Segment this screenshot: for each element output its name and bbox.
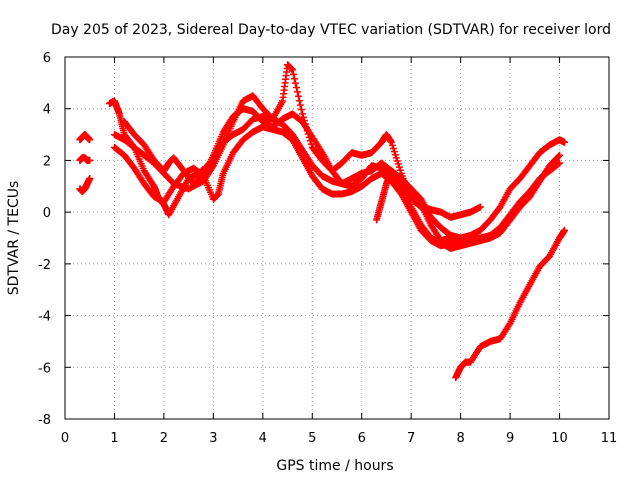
data-point: [388, 141, 396, 149]
data-point: [307, 140, 315, 148]
series-arc-5: [373, 167, 475, 242]
series-arc-early-a: [76, 131, 94, 144]
data-point: [289, 70, 297, 78]
data-point: [86, 156, 94, 164]
data-point: [505, 321, 513, 329]
data-point: [297, 105, 305, 113]
data-point: [560, 138, 568, 146]
series-arc-6: [452, 226, 568, 382]
y-tick-label: 4: [43, 103, 51, 118]
data-point: [555, 160, 563, 168]
y-tick-label: 2: [43, 154, 51, 169]
data-point: [556, 159, 564, 167]
x-tick-label: 9: [506, 431, 514, 446]
data-point: [392, 154, 400, 162]
data-point: [395, 163, 403, 171]
axis-ticks: 0 1 2 3 4 5 6 7 8 9 10 11 -8 -6 -4 -2 0 2 4 6: [38, 51, 617, 446]
series-arc-early-b: [76, 154, 94, 164]
y-axis-label: SDTVAR / TECUs: [6, 181, 22, 296]
data-point: [86, 175, 94, 183]
data-point: [296, 101, 304, 109]
x-tick-label: 10: [551, 431, 568, 446]
series-arc-4: [120, 105, 568, 245]
data-point: [555, 152, 563, 160]
data-series: [76, 61, 568, 382]
series-arc-early-c: [76, 175, 94, 195]
data-point: [387, 138, 395, 146]
data-point: [288, 66, 296, 74]
data-point: [467, 234, 475, 242]
x-tick-label: 1: [110, 431, 118, 446]
data-point: [290, 75, 298, 83]
x-tick-label: 4: [259, 431, 267, 446]
x-tick-label: 7: [407, 431, 415, 446]
x-tick-label: 2: [160, 431, 168, 446]
x-tick-label: 8: [456, 431, 464, 446]
data-point: [389, 145, 397, 153]
y-tick-label: 0: [43, 206, 51, 221]
x-axis-label: GPS time / hours: [276, 458, 393, 474]
y-tick-label: -4: [38, 310, 51, 325]
data-point: [292, 84, 300, 92]
data-point: [86, 136, 94, 144]
data-point: [396, 166, 404, 174]
data-point: [293, 88, 301, 96]
x-tick-label: 5: [308, 431, 316, 446]
data-point: [294, 92, 302, 100]
data-point: [391, 151, 399, 159]
data-point: [298, 110, 306, 118]
series-arc-3: [110, 123, 564, 250]
data-point: [476, 203, 484, 211]
y-tick-label: -2: [38, 258, 51, 273]
x-tick-label: 6: [358, 431, 366, 446]
chart-title: Day 205 of 2023, Sidereal Day-to-day VTE…: [51, 22, 611, 38]
data-point: [291, 79, 299, 87]
data-point: [393, 157, 401, 165]
data-point: [295, 97, 303, 105]
y-tick-label: -8: [38, 413, 51, 428]
x-tick-label: 3: [209, 431, 217, 446]
x-tick-label: 0: [61, 431, 69, 446]
y-tick-label: -6: [38, 361, 51, 376]
data-point: [390, 148, 398, 156]
data-point: [560, 226, 568, 234]
y-tick-label: 6: [43, 51, 51, 66]
data-point: [556, 151, 564, 159]
plot-frame: [64, 56, 610, 420]
data-point: [394, 160, 402, 168]
x-tick-label: 11: [601, 431, 618, 446]
